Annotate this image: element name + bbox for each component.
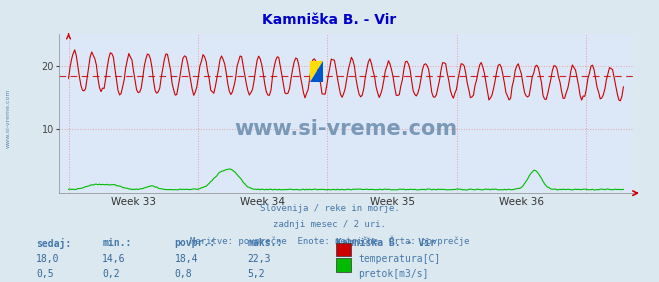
Text: 0,5: 0,5 bbox=[36, 269, 54, 279]
Text: pretok[m3/s]: pretok[m3/s] bbox=[358, 269, 429, 279]
Text: 22,3: 22,3 bbox=[247, 254, 271, 264]
Text: 0,2: 0,2 bbox=[102, 269, 120, 279]
Text: www.si-vreme.com: www.si-vreme.com bbox=[235, 120, 457, 139]
Text: Meritve: povprečne  Enote: metrične  Črta: povprečje: Meritve: povprečne Enote: metrične Črta:… bbox=[190, 235, 469, 246]
Polygon shape bbox=[310, 61, 323, 82]
Polygon shape bbox=[310, 61, 323, 82]
Text: povpr.:: povpr.: bbox=[175, 238, 215, 248]
Text: maks.:: maks.: bbox=[247, 238, 282, 248]
Text: zadnji mesec / 2 uri.: zadnji mesec / 2 uri. bbox=[273, 220, 386, 229]
Text: Slovenija / reke in morje.: Slovenija / reke in morje. bbox=[260, 204, 399, 213]
Text: 5,2: 5,2 bbox=[247, 269, 265, 279]
Text: www.si-vreme.com: www.si-vreme.com bbox=[5, 89, 11, 148]
Text: sedaj:: sedaj: bbox=[36, 238, 71, 249]
Text: Kamniška B. - Vir: Kamniška B. - Vir bbox=[336, 238, 436, 248]
Text: 0,8: 0,8 bbox=[175, 269, 192, 279]
Text: 14,6: 14,6 bbox=[102, 254, 126, 264]
Text: temperatura[C]: temperatura[C] bbox=[358, 254, 441, 264]
Text: Kamniška B. - Vir: Kamniška B. - Vir bbox=[262, 13, 397, 27]
Text: 18,0: 18,0 bbox=[36, 254, 60, 264]
Text: min.:: min.: bbox=[102, 238, 132, 248]
Text: 18,4: 18,4 bbox=[175, 254, 198, 264]
